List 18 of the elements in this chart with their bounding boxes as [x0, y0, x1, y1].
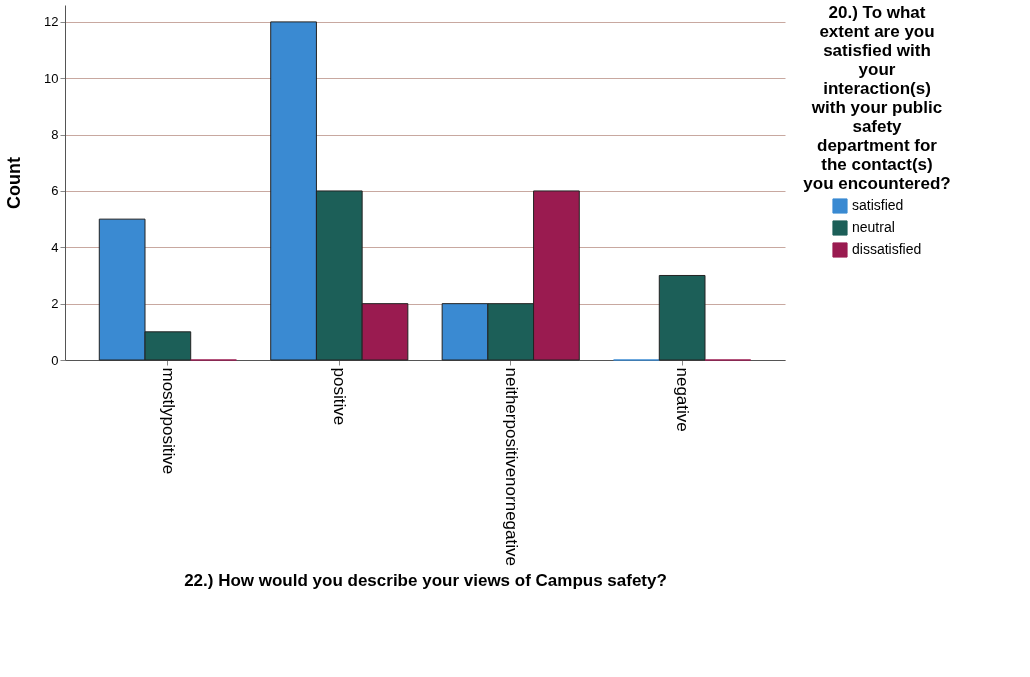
x-tick-label: neitherpositivenornegative — [501, 367, 521, 566]
x-tick-label: negative — [673, 367, 693, 432]
legend-label: neutral — [852, 219, 895, 235]
legend-label: dissatisfied — [852, 241, 922, 257]
y-tick-label: 6 — [51, 183, 59, 199]
x-tick-label: mostlypositive — [158, 367, 178, 475]
y-tick-label: 8 — [51, 127, 59, 143]
y-tick-label: 0 — [51, 352, 59, 368]
text: 20.) To what extent are you satisfied with your interaction(s) with your public safety department for the contact(s) you encountered? — [803, 3, 951, 193]
x-tick-label: positive — [330, 367, 350, 426]
legend-label: satisfied — [852, 197, 904, 213]
x-axis-title: 22.) How would you describe your views of Campus safety? — [184, 570, 667, 590]
y-tick-label: 4 — [51, 239, 59, 255]
y-tick-label: 12 — [44, 14, 59, 30]
y-axis-title: Count — [4, 157, 25, 209]
y-tick-label: 10 — [44, 70, 59, 86]
bar — [658, 274, 706, 361]
y-tick-label: 2 — [51, 296, 59, 312]
